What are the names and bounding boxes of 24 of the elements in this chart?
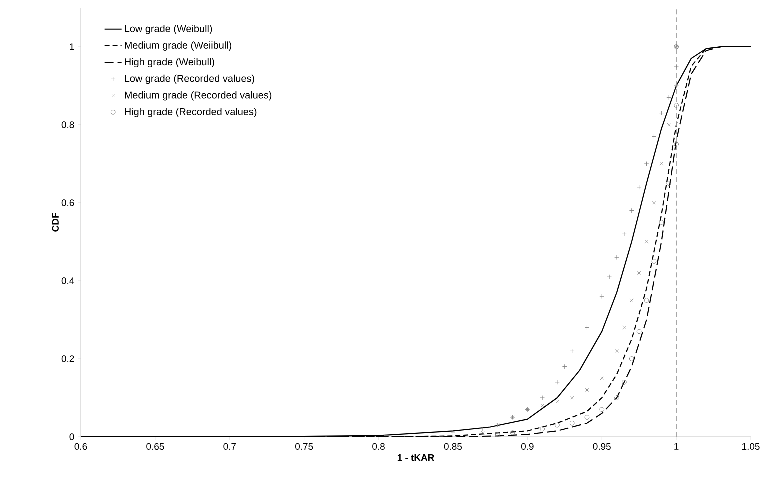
legend-label: High grade (Recorded values) — [125, 108, 257, 118]
legend-label: High grade (Weibull) — [125, 58, 214, 68]
y-tick-label: 0.4 — [62, 278, 74, 284]
x-tick-label: 0.7 — [224, 443, 236, 450]
legend-label: Low grade (Recorded values) — [125, 74, 254, 84]
legend-label: Medium grade (Recorded values) — [125, 91, 272, 101]
x-tick-label: 1.05 — [742, 443, 760, 450]
y-axis-title: CDF — [52, 213, 59, 232]
y-tick-label: 1 — [70, 44, 74, 50]
legend-label: Low grade (Weibull) — [125, 25, 212, 34]
x-tick-label: 0.95 — [593, 443, 611, 450]
x-tick-label: 0.75 — [296, 443, 314, 450]
x-tick-label: 0.85 — [444, 443, 462, 450]
legend-label: Medium grade (Weiibull) — [125, 42, 232, 51]
x-axis-title: 1 - tKAR — [398, 454, 434, 462]
x-tick-label: 0.9 — [521, 443, 534, 450]
x-tick-label: 0.6 — [74, 443, 88, 450]
x-tick-label: 0.65 — [146, 443, 164, 450]
x-tick-label: 0.8 — [372, 443, 385, 450]
y-tick-label: 0 — [70, 434, 74, 440]
y-tick-label: 0.6 — [62, 200, 74, 206]
y-tick-label: 0.8 — [62, 122, 74, 128]
x-tick-label: 1 — [674, 443, 679, 450]
y-tick-label: 0.2 — [62, 356, 74, 362]
